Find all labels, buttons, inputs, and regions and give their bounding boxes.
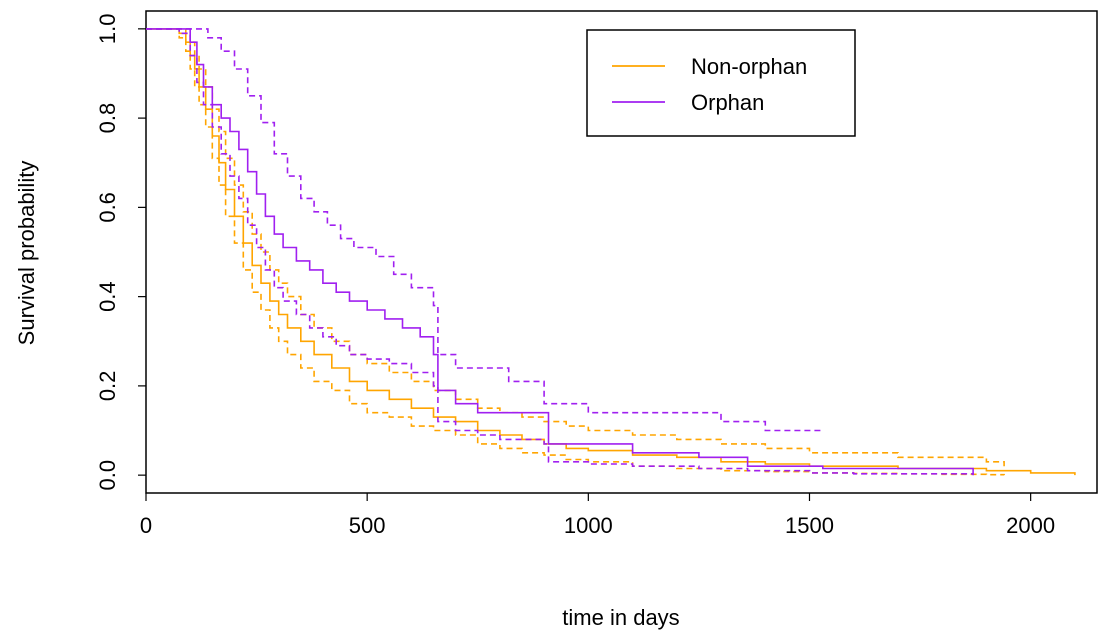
series-line-1 xyxy=(146,28,1005,467)
y-axis: 0.0 0.2 0.4 0.6 0.8 1.0 xyxy=(95,14,146,491)
x-tick-label: 500 xyxy=(349,513,386,538)
y-axis-title: Survival probability xyxy=(14,161,39,346)
plot-frame xyxy=(145,10,1098,494)
x-axis: 0 500 1000 1500 2000 xyxy=(140,493,1055,538)
y-tick-label: 0.0 xyxy=(95,460,120,491)
y-tick-label: 1.0 xyxy=(95,14,120,45)
x-tick-label: 0 xyxy=(140,513,152,538)
legend-label: Non-orphan xyxy=(691,54,807,79)
legend-box xyxy=(586,29,856,137)
legend: Non-orphan Orphan xyxy=(586,29,856,137)
series-line-3 xyxy=(146,28,974,476)
series-line-2 xyxy=(146,28,1005,476)
series-line-5 xyxy=(146,28,974,476)
x-tick-label: 2000 xyxy=(1006,513,1055,538)
x-tick-label: 1000 xyxy=(564,513,613,538)
plot-box xyxy=(145,10,1098,494)
y-tick-label: 0.4 xyxy=(95,281,120,312)
series-line-4 xyxy=(146,28,823,432)
y-tick-label: 0.2 xyxy=(95,371,120,402)
y-tick-label: 0.6 xyxy=(95,192,120,223)
legend-label: Orphan xyxy=(691,90,764,115)
x-axis-title: time in days xyxy=(562,605,679,630)
x-tick-label: 1500 xyxy=(785,513,834,538)
y-tick-label: 0.8 xyxy=(95,103,120,134)
series-layer xyxy=(146,28,1076,476)
